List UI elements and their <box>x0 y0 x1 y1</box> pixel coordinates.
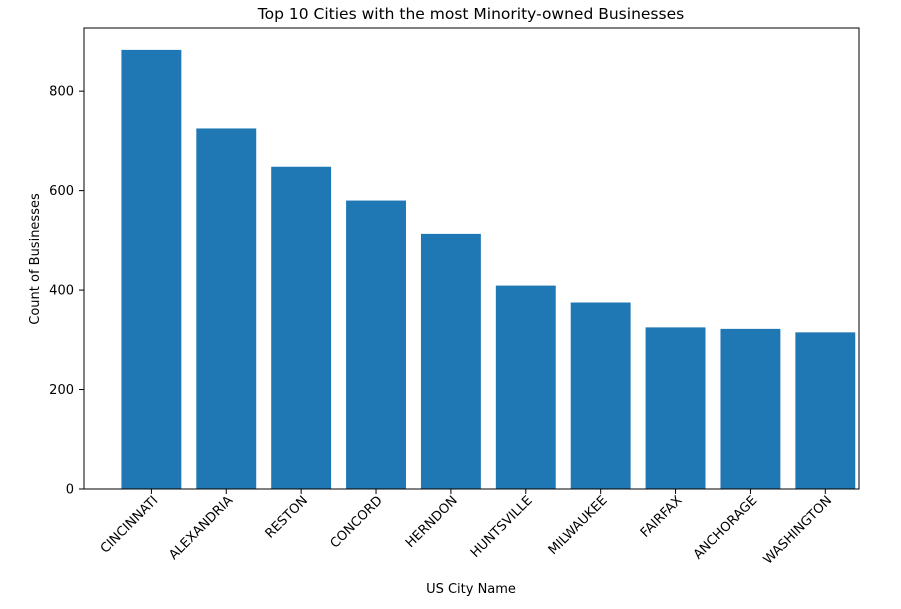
bar-anchorage <box>720 328 781 489</box>
x-tick-label: RESTON <box>263 493 311 541</box>
x-tick-label: HERNDON <box>403 493 461 551</box>
y-tick-label: 400 <box>49 284 74 299</box>
y-tick-label: 800 <box>49 85 74 100</box>
x-tick-label: WASHINGTON <box>761 493 835 567</box>
x-tick-label: CINCINNATI <box>98 493 161 556</box>
x-tick-label: MILWAUKEE <box>546 493 611 558</box>
bar-cincinnati <box>121 49 182 489</box>
bar-alexandria <box>196 128 257 489</box>
bar-washington <box>795 332 856 489</box>
y-tick-label: 200 <box>49 383 74 398</box>
x-axis-label: US City Name <box>426 582 516 597</box>
y-tick-label: 600 <box>49 184 74 199</box>
y-axis-ticks: 0 200 400 600 800 <box>49 85 84 498</box>
chart-title: Top 10 Cities with the most Minority-own… <box>257 5 684 23</box>
x-tick-label: HUNTSVILLE <box>468 493 536 561</box>
bar-concord <box>346 200 406 489</box>
x-tick-label: ANCHORAGE <box>691 493 760 562</box>
x-tick-label: FAIRFAX <box>638 493 686 541</box>
y-tick-label: 0 <box>66 483 74 498</box>
bar-milwaukee <box>570 302 631 489</box>
y-axis-label: Count of Businesses <box>28 193 43 325</box>
x-tick-label: CONCORD <box>328 493 386 551</box>
plot-frame <box>83 27 860 490</box>
x-axis-ticks: CINCINNATI ALEXANDRIA RESTON CONCORD HERNDON… <box>98 489 835 568</box>
bars-group <box>121 49 856 489</box>
bar-reston <box>271 166 332 489</box>
bar-fairfax <box>645 327 706 489</box>
bar-herndon <box>420 233 481 489</box>
bar-huntsville <box>495 285 556 489</box>
x-tick-label: ALEXANDRIA <box>166 493 236 563</box>
